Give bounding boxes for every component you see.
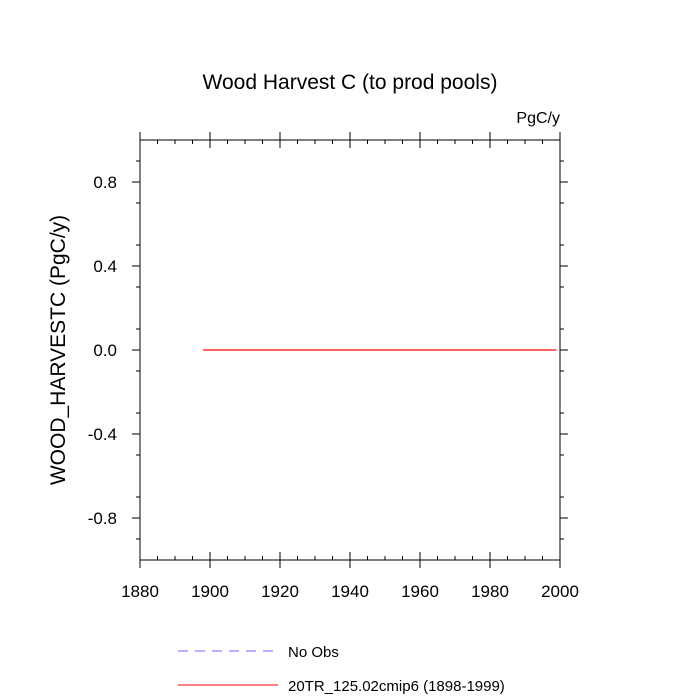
y-tick-label: -0.8 — [88, 509, 117, 528]
units-label: PgC/y — [516, 110, 560, 127]
x-tick-label: 1920 — [261, 582, 299, 601]
legend-label: 20TR_125.02cmip6 (1898-1999) — [288, 678, 505, 695]
y-tick-label: 0.0 — [93, 341, 117, 360]
y-tick-label: 0.4 — [93, 257, 117, 276]
legend-label: No Obs — [288, 644, 339, 661]
y-tick-label: -0.4 — [88, 425, 117, 444]
x-tick-label: 2000 — [541, 582, 579, 601]
chart-title: Wood Harvest C (to prod pools) — [203, 71, 498, 94]
x-tick-label: 1880 — [121, 582, 159, 601]
y-axis-label: WOOD_HARVESTC (PgC/y) — [47, 215, 70, 485]
ticks-layer: 1880 1900 1920 1940 1960 1980 2000 -0.8 -0.4 0.0 0… — [88, 132, 579, 601]
legend: No Obs 20TR_125.02cmip6 (1898-1999) — [178, 644, 505, 695]
x-tick-label: 1980 — [471, 582, 509, 601]
x-tick-label: 1960 — [401, 582, 439, 601]
y-tick-label: 0.8 — [93, 173, 117, 192]
x-tick-label: 1900 — [191, 582, 229, 601]
x-tick-label: 1940 — [331, 582, 369, 601]
